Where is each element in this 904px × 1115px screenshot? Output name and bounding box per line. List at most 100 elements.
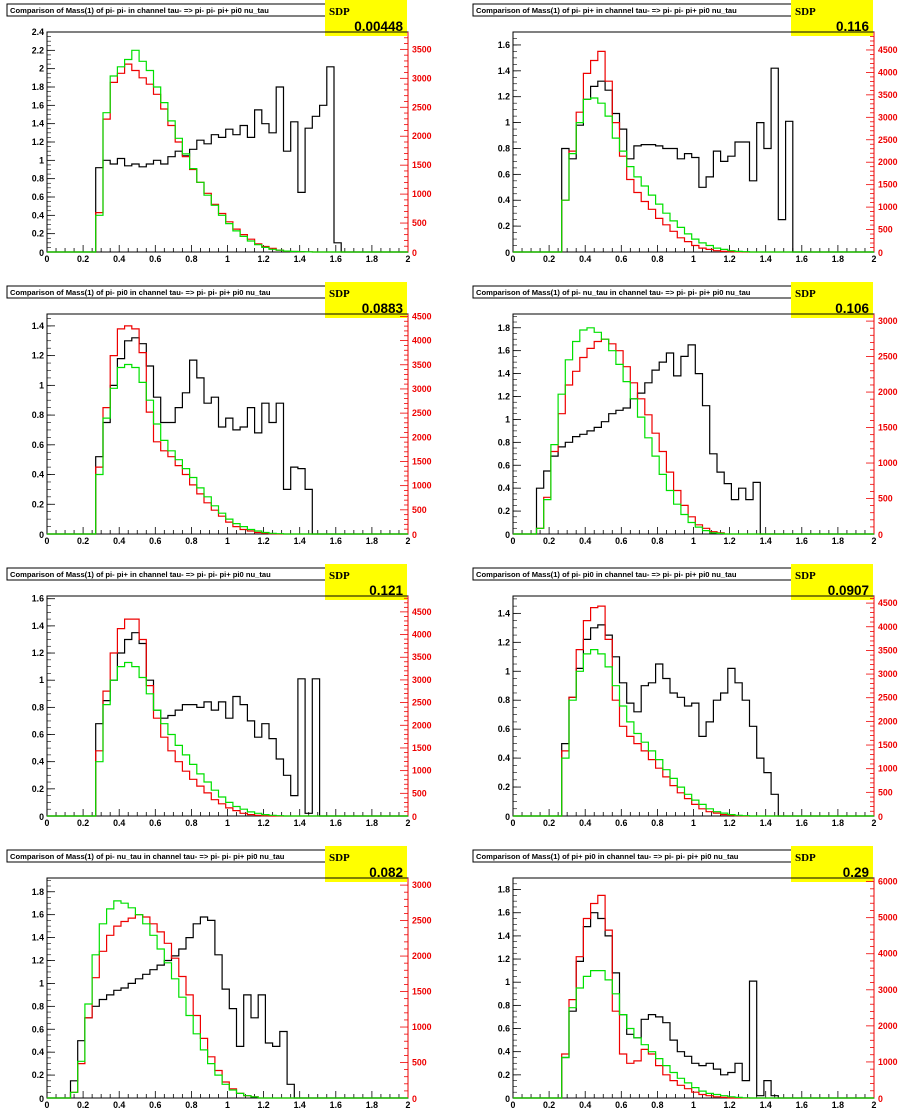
x-tick-label: 1.8	[366, 536, 378, 546]
y-axis-left: 0.2 0.4 0.6 0.8 1 1.2 1.4 1.6 0	[498, 38, 521, 258]
y-right-tick-label: 500	[412, 788, 427, 798]
y-left-zero: 0	[505, 1094, 510, 1104]
sdp-value: 0.00448	[354, 19, 403, 34]
series-black	[513, 624, 874, 817]
y-axis-right: 500 1000 1500 2000 2500 3000 0	[866, 314, 898, 540]
x-tick-label: 1	[225, 536, 230, 546]
chart-title: Comparison of Mass(1) of pi- pi0 in chan…	[476, 570, 737, 579]
y-right-tick-label: 2500	[878, 693, 898, 703]
x-tick-label: 1.4	[760, 818, 772, 828]
plot-frame	[46, 31, 409, 253]
sdp-box	[325, 564, 407, 600]
x-tick-label: 2	[872, 818, 877, 828]
y-left-zero: 0	[39, 1094, 44, 1104]
chart-title: Comparison of Mass(1) of pi- pi+ in chan…	[10, 570, 271, 579]
y-right-tick-label: 3500	[878, 645, 898, 655]
y-right-tick-label: 2500	[412, 698, 432, 708]
x-tick-label: 1.4	[760, 1100, 772, 1110]
x-tick-label: 0.4	[113, 254, 125, 264]
chart-panel-4: Comparison of Mass(1) of pi- nu_tau in c…	[472, 282, 898, 546]
x-tick-label: 1.2	[257, 536, 269, 546]
y-left-tick-label: 0.4	[32, 210, 44, 220]
y-right-tick-label: 2000	[412, 432, 432, 442]
sdp-box	[791, 0, 873, 36]
x-tick-label: 2	[872, 536, 877, 546]
y-left-tick-label: 1	[505, 977, 510, 987]
sdp-value: 0.106	[835, 301, 869, 316]
sdp-label: SDP	[795, 288, 816, 300]
y-left-tick-label: 1	[39, 978, 44, 988]
x-tick-label: 1.6	[796, 254, 808, 264]
y-left-tick-label: 1.2	[498, 954, 510, 964]
series-red	[47, 325, 408, 535]
series-red	[513, 338, 874, 535]
x-tick-label: 1.4	[294, 818, 306, 828]
y-left-tick-label: 1.4	[32, 119, 44, 129]
x-axis: 0 0.2 0.4 0.6 0.8 1 1.2 1.4 1.6 1.8 2	[45, 245, 411, 264]
y-right-tick-label: 1000	[878, 458, 898, 468]
series-black	[513, 344, 874, 535]
x-tick-label: 0.2	[77, 254, 89, 264]
y-right-tick-label: 3500	[412, 652, 432, 662]
series-green	[513, 649, 874, 817]
y-axis-right: 500 1000 1500 2000 2500 3000 3500 4000 4500 0	[400, 311, 432, 540]
y-left-tick-label: 1.6	[498, 40, 510, 50]
y-right-tick-label: 4000	[412, 630, 432, 640]
y-left-tick-label: 0.4	[498, 195, 510, 205]
sdp-box	[791, 564, 873, 600]
y-left-zero: 0	[39, 248, 44, 258]
x-tick-label: 1.8	[832, 254, 844, 264]
y-left-tick-label: 0.8	[32, 410, 44, 420]
y-right-zero: 0	[878, 812, 883, 822]
x-tick-label: 0	[511, 818, 516, 828]
y-axis-left: 0.2 0.4 0.6 0.8 1 1.2 1.4 1.6 1.8 0	[498, 315, 521, 540]
y-right-tick-label: 5000	[878, 913, 898, 923]
y-right-zero: 0	[412, 248, 417, 258]
series-red	[513, 605, 874, 817]
sdp-label: SDP	[329, 570, 350, 582]
y-axis-left: 0.2 0.4 0.6 0.8 1 1.2 1.4 0	[498, 598, 521, 822]
y-left-tick-label: 0.8	[32, 1001, 44, 1011]
x-tick-label: 0.8	[651, 818, 663, 828]
series-green	[513, 327, 874, 535]
y-left-zero: 0	[505, 530, 510, 540]
x-tick-label: 1.6	[796, 1100, 808, 1110]
sdp-label: SDP	[795, 6, 816, 18]
x-tick-label: 1	[691, 1100, 696, 1110]
y-axis-right: 500 1000 1500 2000 2500 3000 3500 4000 4500 0	[866, 596, 898, 822]
chart-title: Comparison of Mass(1) of pi+ pi0 in chan…	[476, 852, 739, 861]
y-right-tick-label: 3500	[878, 90, 898, 100]
x-tick-label: 0.6	[615, 818, 627, 828]
y-right-tick-label: 4000	[412, 336, 432, 346]
sdp-value: 0.0907	[828, 583, 869, 598]
x-tick-label: 1.2	[257, 818, 269, 828]
x-tick-label: 1.6	[330, 536, 342, 546]
plot-frame	[46, 313, 409, 535]
y-left-tick-label: 0.6	[32, 192, 44, 202]
x-tick-label: 0.4	[113, 1100, 125, 1110]
y-right-zero: 0	[412, 812, 417, 822]
sdp-value: 0.116	[836, 19, 870, 34]
y-right-tick-label: 1000	[412, 766, 432, 776]
x-tick-label: 1.2	[257, 254, 269, 264]
x-tick-label: 1	[225, 818, 230, 828]
y-left-tick-label: 1	[505, 666, 510, 676]
y-left-tick-label: 1.2	[498, 92, 510, 102]
x-tick-label: 0.8	[185, 254, 197, 264]
y-axis-right: 1000 2000 3000 4000 5000 6000 0	[866, 877, 898, 1104]
y-left-tick-label: 0.2	[32, 1070, 44, 1080]
y-axis-right: 500 1000 1500 2000 2500 3000 3500 0	[400, 32, 432, 258]
y-right-zero: 0	[878, 248, 883, 258]
y-right-tick-label: 3000	[412, 73, 432, 83]
x-tick-label: 1.2	[723, 536, 735, 546]
x-tick-label: 0	[511, 254, 516, 264]
y-right-tick-label: 2000	[412, 720, 432, 730]
y-left-tick-label: 1	[505, 414, 510, 424]
x-tick-label: 1.8	[832, 536, 844, 546]
plot-frame	[512, 31, 875, 253]
x-tick-label: 0.8	[185, 1100, 197, 1110]
x-tick-label: 1	[225, 254, 230, 264]
sdp-box	[791, 282, 873, 318]
y-left-tick-label: 1.2	[32, 351, 44, 361]
